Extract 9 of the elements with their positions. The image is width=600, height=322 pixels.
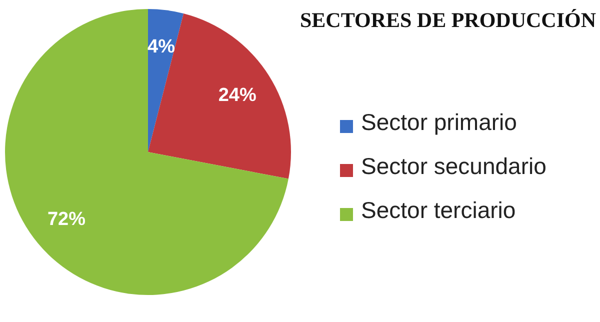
legend-label: Sector secundario	[361, 153, 546, 179]
pie-slice	[5, 9, 288, 295]
pie-slice	[148, 9, 184, 152]
pie-slice	[148, 13, 291, 179]
legend-label: Sector primario	[361, 109, 517, 135]
data-label: 24%	[218, 84, 256, 106]
chart-title: SECTORES DE PRODUCCIÓN	[300, 8, 596, 33]
data-label: 72%	[47, 208, 86, 230]
legend-label: Sector terciario	[361, 197, 516, 223]
